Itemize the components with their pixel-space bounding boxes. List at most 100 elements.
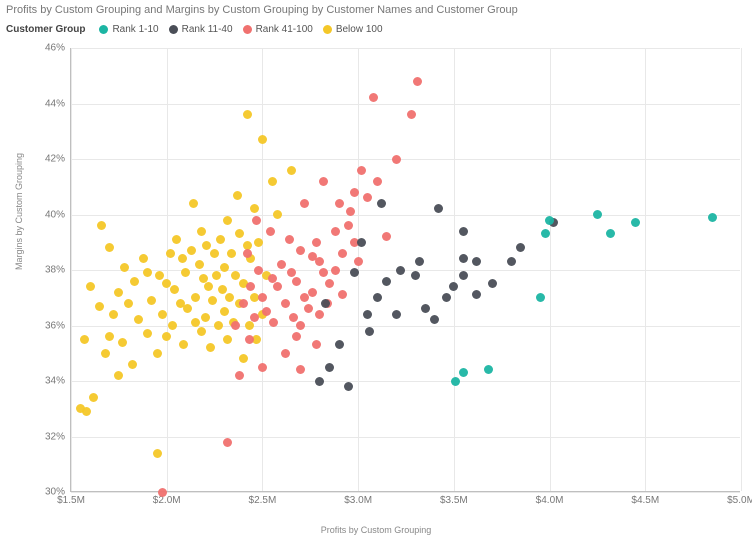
data-point[interactable] bbox=[245, 321, 254, 330]
data-point[interactable] bbox=[451, 377, 460, 386]
data-point[interactable] bbox=[254, 238, 263, 247]
data-point[interactable] bbox=[130, 277, 139, 286]
data-point[interactable] bbox=[225, 293, 234, 302]
data-point[interactable] bbox=[250, 313, 259, 322]
data-point[interactable] bbox=[281, 299, 290, 308]
data-point[interactable] bbox=[239, 354, 248, 363]
data-point[interactable] bbox=[631, 218, 640, 227]
data-point[interactable] bbox=[292, 277, 301, 286]
data-point[interactable] bbox=[266, 227, 275, 236]
data-point[interactable] bbox=[233, 191, 242, 200]
data-point[interactable] bbox=[365, 327, 374, 336]
data-point[interactable] bbox=[319, 268, 328, 277]
data-point[interactable] bbox=[86, 282, 95, 291]
data-point[interactable] bbox=[285, 235, 294, 244]
data-point[interactable] bbox=[536, 293, 545, 302]
data-point[interactable] bbox=[606, 229, 615, 238]
data-point[interactable] bbox=[344, 221, 353, 230]
data-point[interactable] bbox=[235, 371, 244, 380]
data-point[interactable] bbox=[235, 229, 244, 238]
data-point[interactable] bbox=[308, 288, 317, 297]
data-point[interactable] bbox=[484, 365, 493, 374]
data-point[interactable] bbox=[179, 340, 188, 349]
data-point[interactable] bbox=[114, 288, 123, 297]
data-point[interactable] bbox=[392, 310, 401, 319]
data-point[interactable] bbox=[191, 293, 200, 302]
data-point[interactable] bbox=[158, 488, 167, 497]
data-point[interactable] bbox=[325, 363, 334, 372]
data-point[interactable] bbox=[369, 93, 378, 102]
data-point[interactable] bbox=[197, 327, 206, 336]
data-point[interactable] bbox=[382, 277, 391, 286]
data-point[interactable] bbox=[223, 216, 232, 225]
data-point[interactable] bbox=[181, 268, 190, 277]
data-point[interactable] bbox=[155, 271, 164, 280]
data-point[interactable] bbox=[459, 227, 468, 236]
legend-item-rank-11-40[interactable]: Rank 11-40 bbox=[169, 24, 233, 35]
data-point[interactable] bbox=[252, 216, 261, 225]
data-point[interactable] bbox=[254, 266, 263, 275]
data-point[interactable] bbox=[187, 246, 196, 255]
data-point[interactable] bbox=[363, 193, 372, 202]
data-point[interactable] bbox=[139, 254, 148, 263]
data-point[interactable] bbox=[296, 321, 305, 330]
data-point[interactable] bbox=[243, 249, 252, 258]
data-point[interactable] bbox=[396, 266, 405, 275]
data-point[interactable] bbox=[344, 382, 353, 391]
data-point[interactable] bbox=[273, 210, 282, 219]
data-point[interactable] bbox=[545, 216, 554, 225]
data-point[interactable] bbox=[415, 257, 424, 266]
data-point[interactable] bbox=[507, 257, 516, 266]
data-point[interactable] bbox=[262, 307, 271, 316]
data-point[interactable] bbox=[250, 204, 259, 213]
data-point[interactable] bbox=[315, 377, 324, 386]
data-point[interactable] bbox=[315, 257, 324, 266]
data-point[interactable] bbox=[220, 263, 229, 272]
legend-item-rank-1-10[interactable]: Rank 1-10 bbox=[99, 24, 158, 35]
data-point[interactable] bbox=[118, 338, 127, 347]
data-point[interactable] bbox=[357, 238, 366, 247]
data-point[interactable] bbox=[176, 299, 185, 308]
data-point[interactable] bbox=[459, 271, 468, 280]
data-point[interactable] bbox=[218, 285, 227, 294]
data-point[interactable] bbox=[201, 313, 210, 322]
data-point[interactable] bbox=[363, 310, 372, 319]
data-point[interactable] bbox=[459, 368, 468, 377]
data-point[interactable] bbox=[338, 249, 347, 258]
data-point[interactable] bbox=[195, 260, 204, 269]
data-point[interactable] bbox=[319, 177, 328, 186]
data-point[interactable] bbox=[289, 313, 298, 322]
data-point[interactable] bbox=[357, 166, 366, 175]
data-point[interactable] bbox=[312, 238, 321, 247]
data-point[interactable] bbox=[430, 315, 439, 324]
data-point[interactable] bbox=[373, 293, 382, 302]
data-point[interactable] bbox=[220, 307, 229, 316]
data-point[interactable] bbox=[338, 290, 347, 299]
data-point[interactable] bbox=[153, 449, 162, 458]
data-point[interactable] bbox=[593, 210, 602, 219]
data-point[interactable] bbox=[124, 299, 133, 308]
data-point[interactable] bbox=[199, 274, 208, 283]
data-point[interactable] bbox=[312, 340, 321, 349]
data-point[interactable] bbox=[268, 274, 277, 283]
data-point[interactable] bbox=[411, 271, 420, 280]
data-point[interactable] bbox=[516, 243, 525, 252]
data-point[interactable] bbox=[105, 332, 114, 341]
data-point[interactable] bbox=[178, 254, 187, 263]
data-point[interactable] bbox=[189, 199, 198, 208]
data-point[interactable] bbox=[335, 199, 344, 208]
legend-item-below-100[interactable]: Below 100 bbox=[323, 24, 383, 35]
data-point[interactable] bbox=[268, 177, 277, 186]
data-point[interactable] bbox=[331, 227, 340, 236]
data-point[interactable] bbox=[287, 166, 296, 175]
data-point[interactable] bbox=[472, 290, 481, 299]
data-point[interactable] bbox=[223, 438, 232, 447]
data-point[interactable] bbox=[143, 329, 152, 338]
data-point[interactable] bbox=[197, 227, 206, 236]
data-point[interactable] bbox=[708, 213, 717, 222]
data-point[interactable] bbox=[331, 266, 340, 275]
data-point[interactable] bbox=[296, 365, 305, 374]
data-point[interactable] bbox=[227, 249, 236, 258]
data-point[interactable] bbox=[277, 260, 286, 269]
data-point[interactable] bbox=[459, 254, 468, 263]
